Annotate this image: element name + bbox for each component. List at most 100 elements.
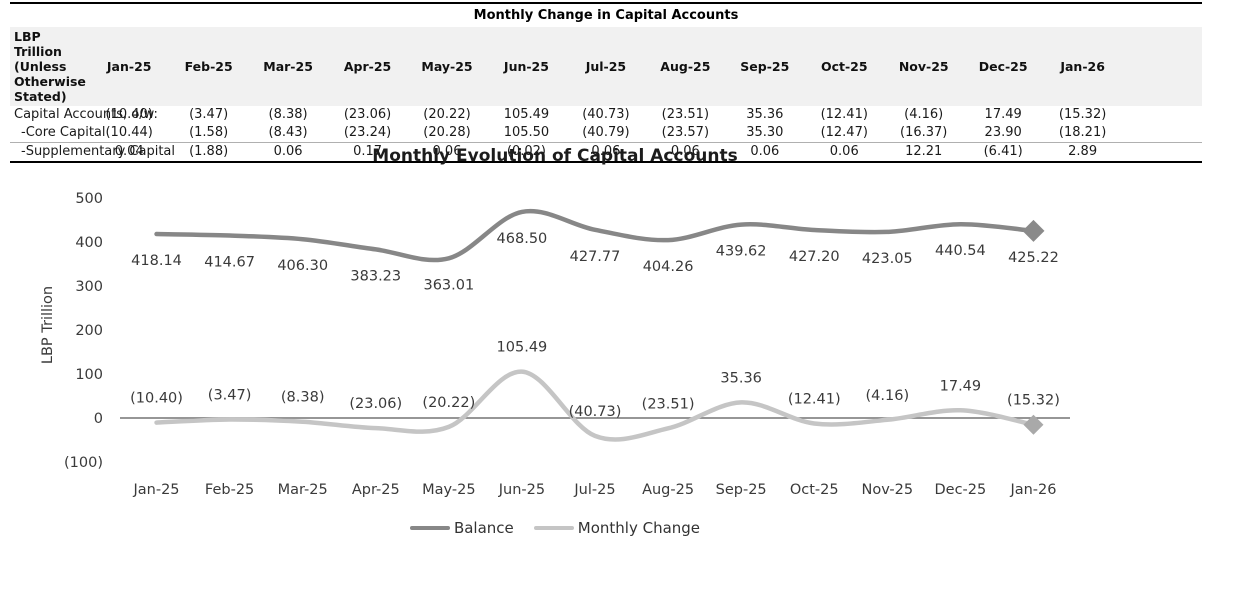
month-header: Feb-25 bbox=[168, 27, 249, 106]
table-cell: 35.36 bbox=[746, 107, 784, 122]
legend-item-balance: Balance bbox=[409, 519, 514, 537]
legend-item-monthly-change: Monthly Change bbox=[533, 519, 701, 537]
month-header: May-25 bbox=[407, 27, 487, 106]
legend-label-balance: Balance bbox=[453, 519, 514, 537]
x-axis-label: Jun-25 bbox=[498, 482, 545, 498]
monthly-change-data-label: (4.16) bbox=[866, 388, 910, 404]
table-cell: 0.04 bbox=[89, 142, 169, 163]
y-tick-label: 300 bbox=[75, 279, 103, 295]
table-cell: (16.37) bbox=[900, 125, 948, 140]
monthly-change-end-marker bbox=[1023, 414, 1044, 435]
month-header: Jun-25 bbox=[486, 27, 567, 106]
table-cell: (1.88) bbox=[168, 142, 249, 163]
y-axis-title: LBP Trillion bbox=[40, 286, 56, 364]
table-cell: (12.41) bbox=[820, 107, 868, 122]
table-cell: 0.06 bbox=[725, 142, 805, 163]
table-cell: 0.06 bbox=[645, 142, 726, 163]
table-cell: 0.06 bbox=[566, 142, 646, 163]
table-cell: 105.50 bbox=[503, 125, 550, 140]
monthly-change-data-label: (10.40) bbox=[130, 391, 183, 407]
table-cell: (8.43) bbox=[268, 125, 308, 140]
x-axis-label: Mar-25 bbox=[278, 482, 328, 498]
x-axis-label: Oct-25 bbox=[790, 482, 839, 498]
table-unit-header: LBP Trillion (Unless Otherwise Stated) bbox=[10, 27, 90, 106]
table-title-row: Monthly Change in Capital Accounts bbox=[10, 2, 1202, 27]
month-header: Jan-25 bbox=[89, 27, 169, 106]
balance-data-label: 425.22 bbox=[1008, 250, 1059, 266]
x-axis-label: Dec-25 bbox=[935, 482, 987, 498]
balance-data-label: 468.50 bbox=[497, 231, 548, 247]
balance-data-label: 427.20 bbox=[789, 249, 840, 265]
table-cell: 0.17 bbox=[327, 142, 408, 163]
month-header: Oct-25 bbox=[804, 27, 884, 106]
monthly-change-data-label: 105.49 bbox=[497, 340, 548, 356]
month-header: Mar-25 bbox=[248, 27, 328, 106]
table-cell: (10.40) bbox=[105, 107, 153, 122]
month-header: Jul-25 bbox=[566, 27, 646, 106]
monthly-change-data-label: (12.41) bbox=[788, 391, 841, 407]
monthly-change-line-swatch-icon bbox=[533, 525, 574, 531]
x-axis-label: Feb-25 bbox=[205, 482, 254, 498]
legend-label-monthly-change: Monthly Change bbox=[577, 519, 701, 537]
monthly-change-data-label: (20.22) bbox=[422, 395, 475, 411]
monthly-change-data-label: 17.49 bbox=[940, 378, 982, 394]
table-cell: 35.30 bbox=[746, 125, 784, 140]
table-cell: (0.02) bbox=[486, 142, 567, 163]
table-cell: (10.44) bbox=[105, 125, 153, 140]
month-header: Nov-25 bbox=[883, 27, 964, 106]
balance-data-label: 404.26 bbox=[643, 259, 694, 275]
balance-data-label: 414.67 bbox=[204, 255, 255, 271]
x-axis-label: Jan-26 bbox=[1009, 482, 1056, 498]
table-cell: (23.51) bbox=[661, 107, 710, 122]
y-tick-label: 200 bbox=[75, 323, 103, 339]
month-header: Dec-25 bbox=[963, 27, 1043, 106]
table-title: Monthly Change in Capital Accounts bbox=[10, 2, 1202, 27]
monthly-change-data-label: (40.73) bbox=[569, 404, 622, 420]
table-row: Capital Accounts, o/w: (10.40) (3.47) (8.38… bbox=[10, 106, 1202, 124]
row-label: -Core Capital bbox=[21, 125, 106, 140]
x-axis-label: Jul-25 bbox=[573, 482, 615, 498]
table-cell: (23.06) bbox=[343, 107, 392, 122]
table-cell: (20.22) bbox=[423, 107, 471, 122]
balance-data-label: 406.30 bbox=[277, 258, 328, 274]
y-tick-label: (100) bbox=[64, 455, 103, 471]
table-cell: (6.41) bbox=[963, 142, 1043, 163]
header-pad-cell bbox=[1122, 27, 1202, 106]
y-tick-label: 500 bbox=[75, 191, 103, 207]
table-cell: 23.90 bbox=[984, 125, 1022, 140]
monthly-change-data-label: (23.51) bbox=[642, 396, 695, 412]
table-cell: (23.57) bbox=[661, 125, 710, 140]
monthly-change-data-label: (3.47) bbox=[208, 388, 252, 404]
monthly-change-line bbox=[154, 369, 1036, 442]
chart-legend: Balance Monthly Change bbox=[0, 519, 1110, 537]
table-cell: 0.06 bbox=[248, 142, 328, 163]
table-cell: (18.21) bbox=[1058, 125, 1107, 140]
monthly-change-data-label: (15.32) bbox=[1007, 393, 1060, 409]
x-axis-label: May-25 bbox=[422, 482, 475, 498]
x-axis-label: Aug-25 bbox=[642, 482, 694, 498]
table-row: -Core Capital (10.44) (1.58) (8.43) (23.24) (… bbox=[10, 124, 1202, 143]
monthly-change-data-label: 35.36 bbox=[720, 370, 762, 386]
table-cell: 12.21 bbox=[883, 142, 964, 163]
month-header: Apr-25 bbox=[327, 27, 408, 106]
x-axis-label: Nov-25 bbox=[862, 482, 914, 498]
table-cell: (1.58) bbox=[189, 125, 229, 140]
monthly-change-data-label: (8.38) bbox=[281, 390, 325, 406]
table-cell: (4.16) bbox=[904, 107, 944, 122]
balance-data-label: 440.54 bbox=[935, 243, 986, 259]
x-axis-label: Apr-25 bbox=[352, 482, 400, 498]
month-header: Jan-26 bbox=[1042, 27, 1123, 106]
month-header: Aug-25 bbox=[645, 27, 726, 106]
balance-line-swatch-icon bbox=[409, 525, 450, 531]
y-tick-label: 0 bbox=[94, 411, 103, 427]
balance-data-label: 383.23 bbox=[350, 268, 401, 284]
balance-data-label: 418.14 bbox=[131, 253, 182, 269]
balance-end-marker bbox=[1022, 219, 1045, 242]
table-cell: (12.47) bbox=[820, 125, 868, 140]
table-row: -Supplementary Capital 0.04 (1.88) 0.06 0.17… bbox=[10, 142, 1202, 163]
table-cell: (15.32) bbox=[1058, 107, 1107, 122]
table-cell: 105.49 bbox=[503, 107, 550, 122]
balance-data-label: 423.05 bbox=[862, 251, 913, 267]
table-cell: (40.73) bbox=[582, 107, 630, 122]
